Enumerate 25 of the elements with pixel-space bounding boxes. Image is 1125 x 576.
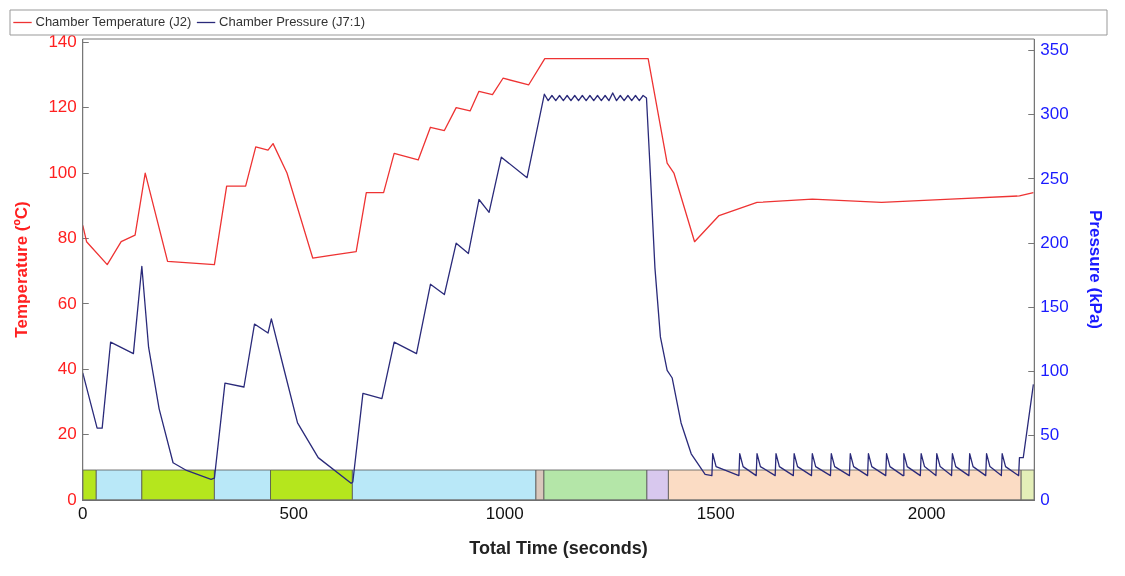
y-tick-label: 140 (48, 31, 77, 51)
y2-tick-label: 350 (1040, 40, 1069, 60)
legend-label: Chamber Temperature (J2) (35, 14, 192, 30)
x-axis-title: Total Time (seconds) (469, 538, 648, 559)
x-tick-label: 1000 (485, 503, 524, 523)
y2-tick-label: 50 (1040, 425, 1060, 445)
y-tick-label: 100 (48, 162, 77, 182)
y2-tick-label: 0 (1040, 489, 1050, 509)
y2-tick-label: 150 (1040, 297, 1069, 317)
legend-label: Chamber Pressure (J7:1) (219, 14, 366, 30)
y2-tick-label: 250 (1040, 168, 1069, 188)
y-tick-label: 40 (57, 358, 77, 378)
x-tick-label: 500 (279, 503, 308, 523)
y2-tick-label: 200 (1040, 232, 1069, 252)
y2-axis-title: Pressure (kPa) (1086, 209, 1106, 330)
y2-tick-label: 100 (1040, 361, 1069, 381)
y-tick-label: 120 (48, 97, 77, 117)
y-axis-title: Temperature (ºC) (11, 201, 31, 338)
y-tick-label: 60 (57, 293, 77, 313)
y2-tick-label: 300 (1040, 104, 1069, 124)
y-tick-label: 20 (57, 424, 77, 444)
x-tick-label: 1500 (696, 503, 735, 523)
x-tick-label: 2000 (907, 503, 946, 523)
y-tick-label: 0 (67, 489, 77, 509)
y-tick-label: 80 (57, 228, 77, 248)
